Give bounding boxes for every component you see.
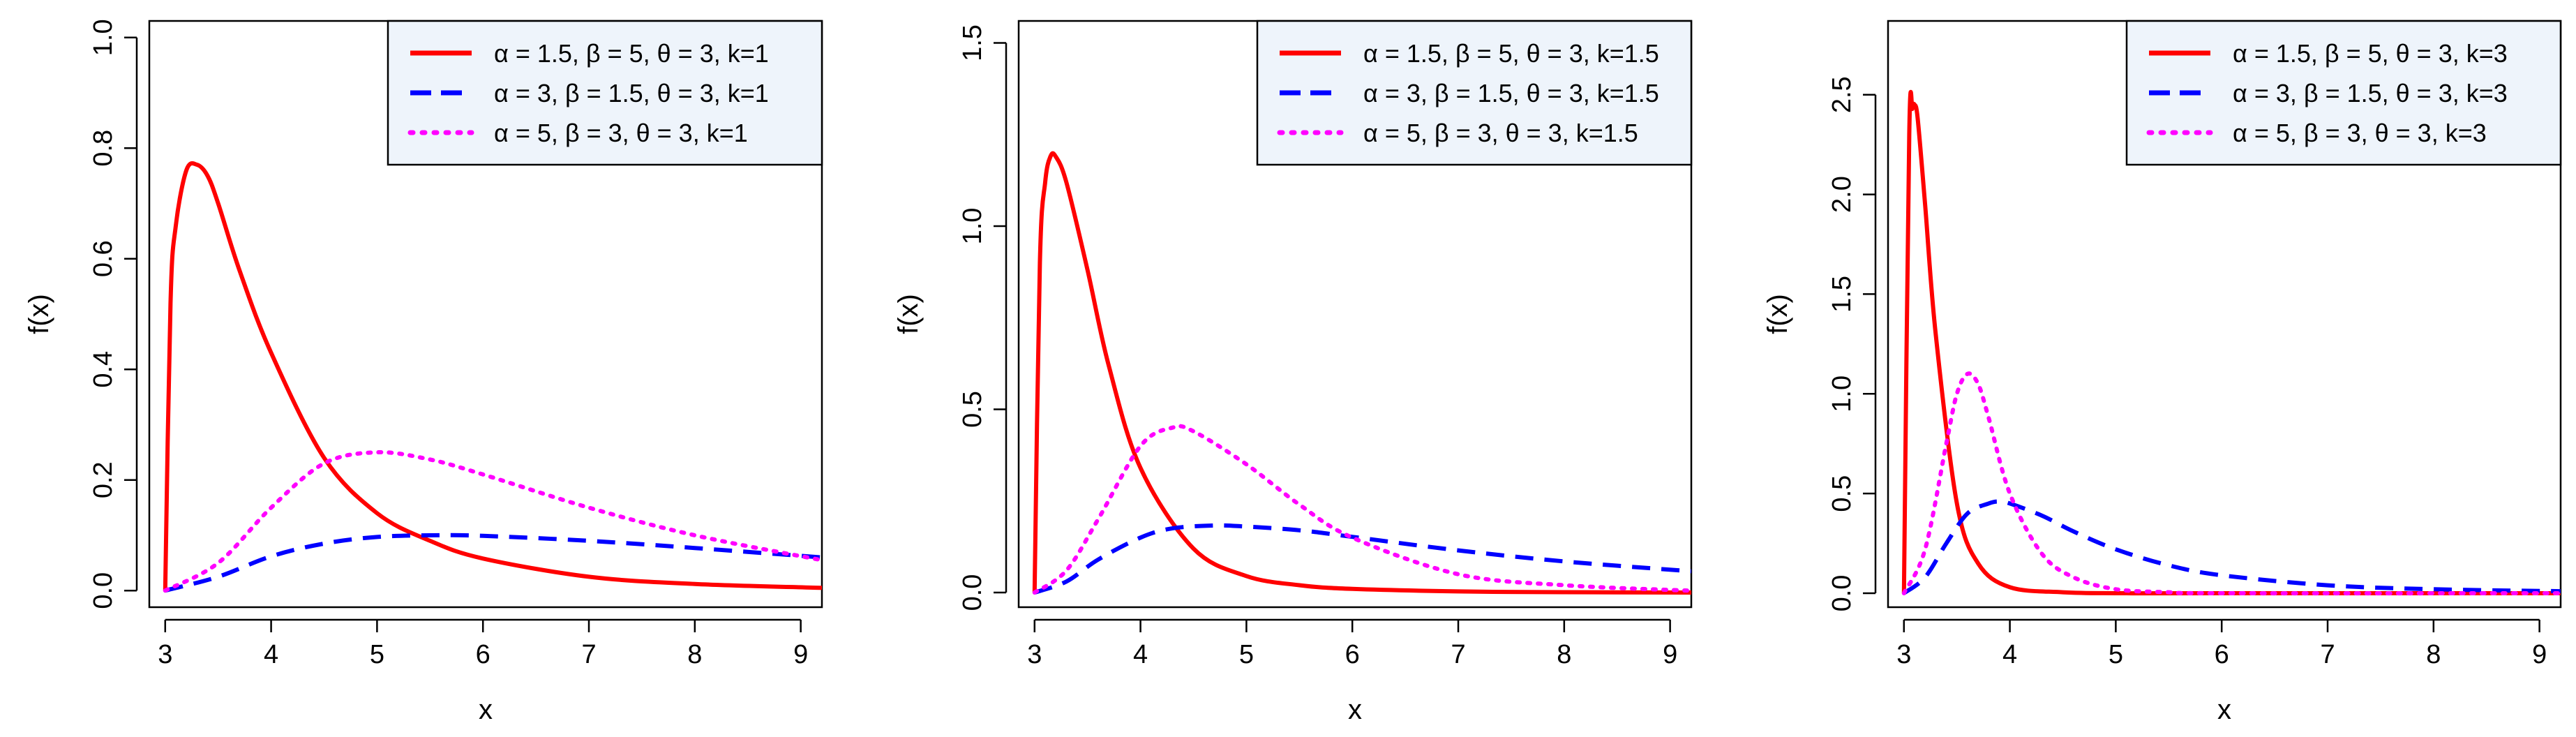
x-axis-label: x [1348,694,1362,725]
y-tick-label: 1.0 [1827,375,1857,412]
legend: α = 1.5, β = 5, θ = 3, k=3 α = 3, β = 1.5… [2125,20,2562,166]
y-tick-label: 1.5 [1827,276,1857,313]
legend-label: α = 3, β = 1.5, θ = 3, k=1 [494,79,769,107]
x-axis-label: x [2217,694,2231,725]
y-tick-label: 0.0 [958,574,987,611]
x-axis-label: x [479,694,493,725]
x-tick-label: 4 [264,640,278,669]
x-tick-label: 6 [1345,640,1360,669]
x-tick-label: 5 [1239,640,1254,669]
y-tick-label: 2.5 [1827,76,1857,113]
series-line-3 [1901,371,2561,596]
legend: α = 1.5, β = 5, θ = 3, k=1.5 α = 3, β = 1… [1256,20,1693,166]
x-tick-label: 8 [2426,640,2441,669]
legend-label: α = 1.5, β = 5, θ = 3, k=1.5 [1363,39,1659,68]
chart-panel-3: 3 4 5 6 7 8 9 0.0 0.5 1.0 1.5 2.0 2.5 x f(x) α = 1.5, β… [1762,20,2562,725]
y-tick-label: 1.0 [958,208,987,245]
x-tick-label: 7 [2320,640,2335,669]
x-tick-label: 5 [370,640,384,669]
series-line-3 [163,450,822,593]
legend-label: α = 5, β = 3, θ = 3, k=1.5 [1363,119,1638,147]
x-tick-label: 3 [1027,640,1042,669]
x-tick-label: 3 [158,640,172,669]
y-tick-label: 2.0 [1827,176,1857,213]
x-tick-label: 4 [1133,640,1148,669]
series-line-2 [1902,499,2561,595]
y-tick-label: 0.8 [89,130,118,167]
y-tick-label: 0.4 [89,351,118,388]
x-tick-label: 8 [1557,640,1571,669]
series-line-2 [165,533,822,593]
x-tick-label: 3 [1896,640,1911,669]
legend-label: α = 5, β = 3, θ = 3, k=3 [2233,119,2487,147]
x-tick-label: 4 [2002,640,2017,669]
y-tick-label: 0.5 [958,391,987,428]
y-axis-label: f(x) [1762,294,1793,334]
series-line-3 [1032,424,1691,595]
x-tick-label: 9 [1663,640,1677,669]
series-line-2 [1033,523,1691,595]
y-tick-label: 0.0 [1827,575,1857,612]
y-axis-label: f(x) [893,294,924,334]
chart-panel-1: 3 4 5 6 7 8 9 0.0 0.2 0.4 0.6 0.8 1.0 x f(x) α = 1.5, β… [24,19,823,725]
x-tick-label: 9 [2532,640,2547,669]
x-tick-label: 5 [2109,640,2123,669]
legend-label: α = 3, β = 1.5, θ = 3, k=3 [2233,79,2508,107]
legend-label: α = 3, β = 1.5, θ = 3, k=1.5 [1363,79,1659,107]
y-tick-label: 0.0 [89,572,118,609]
legend: α = 1.5, β = 5, θ = 3, k=1 α = 3, β = 1.5… [387,20,823,166]
legend-label: α = 1.5, β = 5, θ = 3, k=3 [2233,39,2508,68]
series-line-1 [1032,151,1691,595]
x-tick-label: 6 [2215,640,2229,669]
y-axis-label: f(x) [24,294,54,334]
x-tick-label: 9 [793,640,808,669]
x-tick-label: 8 [687,640,702,669]
y-tick-label: 0.5 [1827,475,1857,512]
x-tick-label: 7 [581,640,596,669]
y-tick-label: 0.2 [89,461,118,498]
series-line-1 [1901,89,2561,596]
y-tick-label: 1.0 [89,19,118,56]
y-tick-label: 1.5 [958,24,987,61]
y-tick-label: 0.6 [89,240,118,277]
legend-label: α = 5, β = 3, θ = 3, k=1 [494,119,748,147]
series-line-1 [163,161,822,591]
legend-label: α = 1.5, β = 5, θ = 3, k=1 [494,39,769,68]
chart-panel-2: 3 4 5 6 7 8 9 0.0 0.5 1.0 1.5 x f(x) α = 1.5, β = 5, … [893,20,1693,725]
x-tick-label: 6 [476,640,491,669]
x-tick-label: 7 [1451,640,1465,669]
